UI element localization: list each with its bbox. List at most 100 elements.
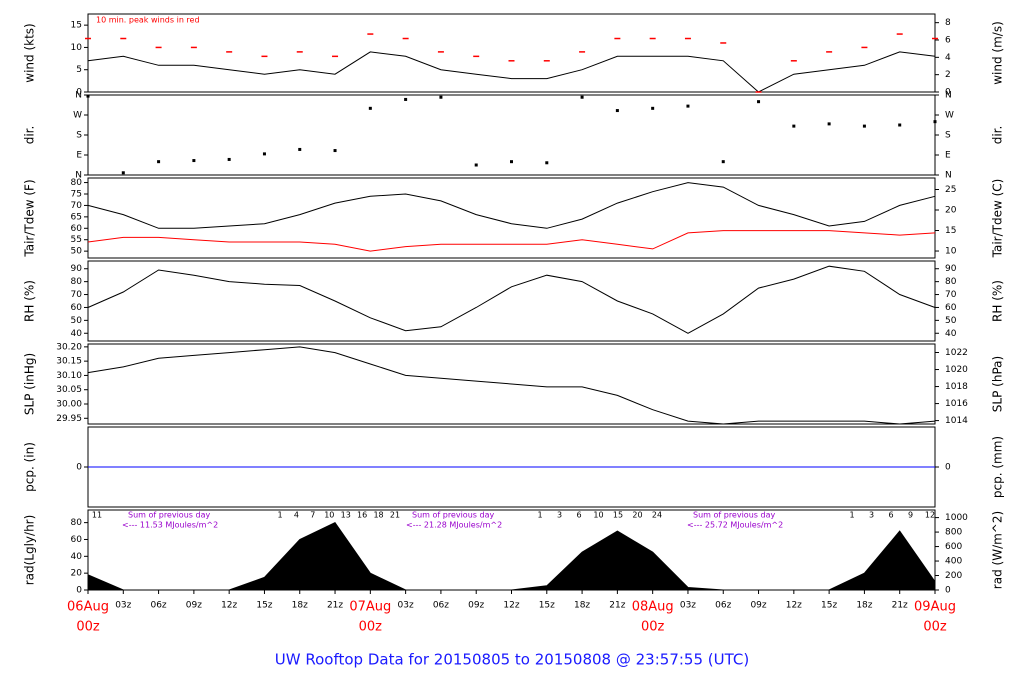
daily-sum-label: Sum of previous day	[693, 511, 775, 520]
y-tick-label: 50	[71, 247, 83, 257]
hour-label: 21	[390, 511, 400, 520]
x-tick-label: 15z	[821, 601, 837, 611]
hour-label: 20	[632, 511, 642, 520]
y-axis-title: wind (kts)	[23, 23, 37, 82]
panel-frame	[87, 343, 936, 425]
x-tick-label: 09z	[468, 601, 484, 611]
daily-sum-label: Sum of previous day	[128, 511, 210, 520]
x-tick-label: 03z	[680, 601, 696, 611]
y-tick-label: 80	[71, 518, 83, 528]
y-tick-label: 5	[76, 65, 82, 75]
hour-label: 4	[294, 511, 299, 520]
y2-axis-title: RH (%)	[991, 280, 1005, 322]
y2-tick-label: 1014	[945, 416, 968, 426]
y-tick-label: 0	[76, 88, 82, 98]
y2-axis-title: Tair/Tdew (C)	[991, 179, 1005, 259]
y-tick-label: 30.15	[56, 357, 82, 367]
y-axis-title: SLP (inHg)	[23, 353, 37, 415]
direction-point	[686, 104, 690, 108]
y-tick-label: 40	[71, 329, 83, 339]
y2-axis-title: pcp. (mm)	[991, 436, 1005, 498]
y2-tick-label: 15	[945, 226, 956, 236]
y-tick-label: 20	[71, 569, 83, 579]
y2-tick-label: 400	[945, 557, 962, 567]
x-tick-label: 18z	[292, 601, 308, 611]
direction-point	[651, 106, 655, 110]
y-tick-label: 30.05	[56, 385, 82, 395]
y2-axis-title: SLP (hPa)	[991, 356, 1005, 412]
y2-tick-label: 60	[945, 303, 957, 313]
hour-label: 12	[925, 511, 935, 520]
direction-point	[580, 95, 584, 99]
daily-sum-value: <--- 21.28 MJoules/m^2	[406, 521, 502, 530]
direction-point	[368, 106, 372, 110]
x-tick-label: 06z	[433, 601, 449, 611]
daily-sum-value: <--- 11.53 MJoules/m^2	[122, 521, 218, 530]
direction-point	[404, 97, 408, 101]
y-tick-label: E	[76, 151, 82, 161]
y2-tick-label: 25	[945, 185, 956, 195]
series-line	[87, 265, 936, 334]
x-tick-label: 12z	[221, 601, 237, 611]
x-tick-label: 18z	[856, 601, 872, 611]
panel-frame	[87, 177, 936, 259]
y2-tick-label: 8	[945, 18, 951, 28]
daily-sum-label: Sum of previous day	[412, 511, 494, 520]
direction-point	[933, 120, 937, 124]
radiation-area	[87, 521, 936, 591]
y2-tick-label: 90	[945, 264, 957, 274]
y-tick-label: 15	[71, 21, 82, 31]
panel-frame	[87, 13, 936, 93]
hour-label: 7	[310, 511, 315, 520]
y-tick-label: 30.10	[56, 371, 82, 381]
x-tick-label: 15z	[539, 601, 555, 611]
y-tick-label: 60	[71, 224, 83, 234]
y-tick-label: 90	[71, 264, 83, 274]
x-date-label: 08Aug	[632, 600, 674, 615]
y2-tick-label: 1000	[945, 513, 968, 523]
y2-tick-label: 1022	[945, 348, 968, 358]
x-tick-label: 21z	[609, 601, 625, 611]
x-tick-label: 06z	[150, 601, 166, 611]
y2-tick-label: W	[945, 111, 954, 121]
y-tick-label: 0	[76, 586, 82, 596]
y-tick-label: 60	[71, 303, 83, 313]
y2-tick-label: 4	[945, 53, 951, 63]
series-line	[87, 182, 936, 229]
hour-label: 6	[576, 511, 581, 520]
y-tick-label: 75	[71, 190, 82, 200]
y2-tick-label: S	[945, 131, 951, 141]
y2-tick-label: 1018	[945, 382, 968, 392]
panel-frame	[87, 260, 936, 342]
x-tick-label: 03z	[115, 601, 131, 611]
y-tick-label: S	[76, 131, 82, 141]
x-tick-label: 18z	[574, 601, 590, 611]
y2-tick-label: E	[945, 151, 951, 161]
y2-tick-label: N	[945, 91, 952, 101]
hour-label: 15	[613, 511, 623, 520]
y2-tick-label: 80	[945, 277, 957, 287]
x-tick-label: 12z	[786, 601, 802, 611]
y2-axis-title: rad (W/m^2)	[991, 511, 1005, 589]
direction-point	[333, 149, 337, 153]
direction-point	[298, 147, 302, 151]
direction-point	[86, 94, 90, 98]
y-axis-title: rad(Lgly/hr)	[23, 515, 37, 586]
direction-point	[474, 163, 478, 167]
hour-label: 3	[557, 511, 562, 520]
annotation: 10 min. peak winds in red	[96, 16, 200, 25]
x-date-sublabel: 00z	[359, 620, 383, 635]
y2-tick-label: 0	[945, 463, 951, 473]
y-tick-label: N	[75, 171, 82, 181]
hour-label: 3	[869, 511, 874, 520]
y2-tick-label: 50	[945, 316, 957, 326]
y2-tick-label: 0	[945, 88, 951, 98]
y-tick-label: 40	[71, 552, 83, 562]
series-line	[87, 51, 936, 93]
y2-tick-label: 70	[945, 290, 957, 300]
y-axis-title: Tair/Tdew (F)	[23, 179, 37, 257]
y2-tick-label: 600	[945, 542, 962, 552]
x-tick-label: 06z	[715, 601, 731, 611]
direction-point	[545, 161, 549, 165]
direction-point	[792, 124, 796, 128]
